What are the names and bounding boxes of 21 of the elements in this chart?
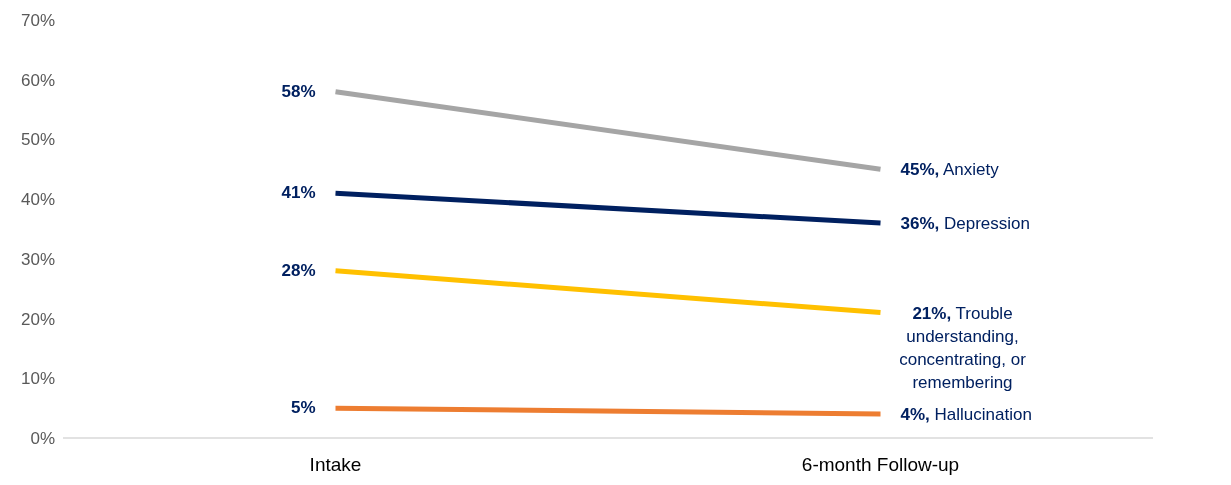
x-tick-label: Intake xyxy=(309,454,362,476)
data-label: 28% xyxy=(281,260,316,280)
data-label: 4%, xyxy=(900,405,930,425)
text: Hallucination xyxy=(929,405,1032,425)
data-label: 58% xyxy=(281,81,316,101)
x-tick-label: 6-month Follow-up xyxy=(801,454,960,476)
y-tick-label: 40% xyxy=(20,190,55,210)
text: Anxiety xyxy=(939,160,1000,180)
data-label: 21%, xyxy=(912,303,952,323)
y-tick-label: 30% xyxy=(20,249,55,269)
y-tick-label: 60% xyxy=(20,70,55,90)
y-tick-label: 20% xyxy=(20,309,55,329)
y-tick-label: 50% xyxy=(20,130,55,150)
data-label: 45%, xyxy=(900,160,940,180)
data-label: 36%, xyxy=(900,214,940,234)
y-tick-label: 70% xyxy=(20,11,55,31)
y-tick-label: 10% xyxy=(20,369,55,389)
text: Depression xyxy=(939,214,1030,234)
data-label: 5% xyxy=(290,398,316,418)
y-tick-label: 0% xyxy=(30,429,55,449)
data-label: 41% xyxy=(281,183,316,203)
